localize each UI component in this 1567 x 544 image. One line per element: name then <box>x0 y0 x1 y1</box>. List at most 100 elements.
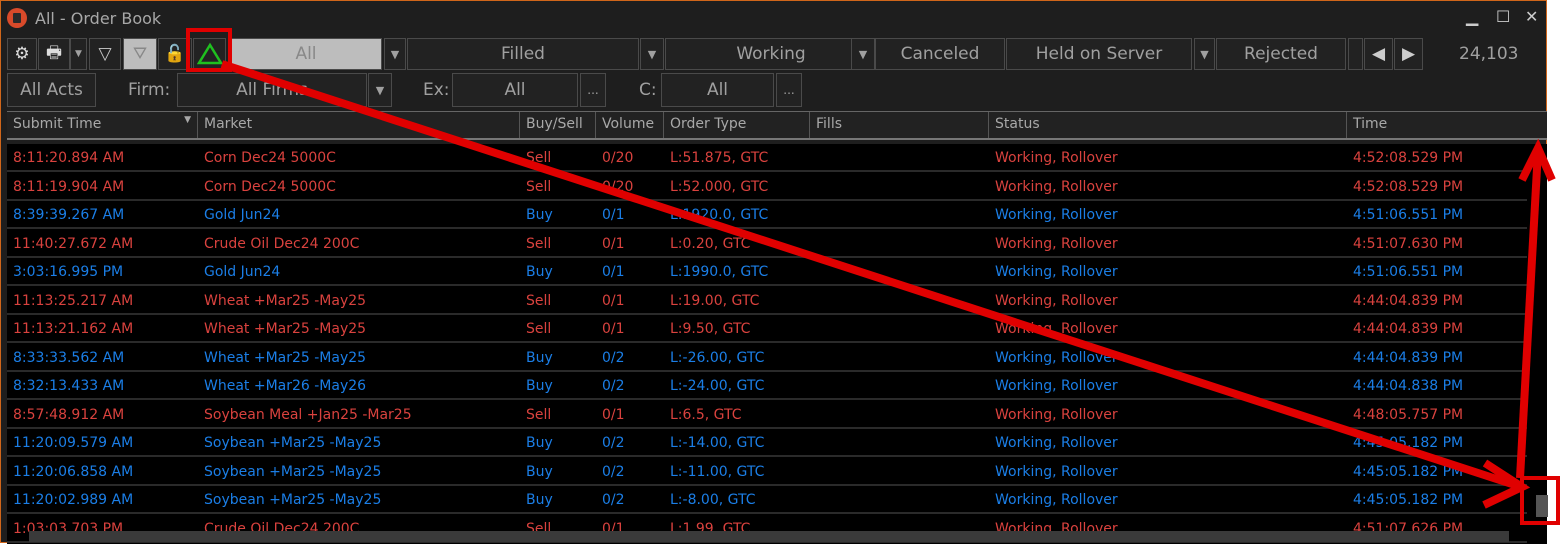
cell-submit-time: 11:13:25.217 AM <box>13 292 134 309</box>
cell-market: Wheat +Mar25 -May25 <box>204 349 367 366</box>
cell-buy-sell: Buy <box>526 264 553 280</box>
all-accounts-button[interactable]: All Acts <box>7 73 96 107</box>
tab-all[interactable]: All <box>230 38 382 70</box>
cell-buy-sell: Sell <box>526 406 552 423</box>
cell-time: 4:45:05.182 PM <box>1353 492 1464 508</box>
cell-order-type: L:9.50, GTC <box>670 321 751 337</box>
close-icon[interactable]: ✕ <box>1525 7 1539 26</box>
show-triangle-button[interactable] <box>193 38 226 70</box>
cell-buy-sell: Buy <box>526 378 553 394</box>
cell-volume: 0/2 <box>602 463 625 480</box>
table-row[interactable]: 8:32:13.433 AM Wheat +Mar26 -May26 Buy 0/2 L… <box>7 372 1527 400</box>
cell-time: 4:44:04.839 PM <box>1353 292 1464 309</box>
table-row[interactable]: 8:11:20.894 AM Corn Dec24 5000C Sell 0/20 L:… <box>7 144 1527 172</box>
exchange-field[interactable]: All <box>452 73 578 107</box>
column-time[interactable]: Time <box>1353 116 1388 132</box>
vertical-scrollbar-thumb[interactable] <box>1536 495 1548 517</box>
order-count: 24,103 <box>1459 44 1519 64</box>
table-row[interactable]: 11:13:21.162 AM Wheat +Mar25 -May25 Sell 0/… <box>7 315 1527 343</box>
column-fills[interactable]: Fills <box>810 112 989 138</box>
cell-status: Working, Rollover <box>995 178 1118 195</box>
cell-order-type: L:-24.00, GTC <box>670 378 765 394</box>
cell-submit-time: 11:20:02.989 AM <box>13 492 134 508</box>
scroll-tabs-right-button[interactable]: ▶ <box>1394 38 1423 70</box>
firm-select[interactable]: All Firms <box>177 73 367 107</box>
maximize-icon[interactable]: ☐ <box>1496 7 1511 26</box>
cell-status: Working, Rollover <box>995 378 1118 394</box>
print-dropdown[interactable]: ▼ <box>70 38 87 70</box>
column-status[interactable]: Status <box>989 112 1347 138</box>
filter-outline-button[interactable]: ▽ <box>89 38 121 70</box>
cell-buy-sell: Buy <box>526 463 553 480</box>
minimize-icon[interactable]: ▁ <box>1466 7 1479 26</box>
table-row[interactable]: 11:13:25.217 AM Wheat +Mar25 -May25 Sell 0/… <box>7 287 1527 315</box>
cell-volume: 0/1 <box>602 235 625 252</box>
tab-spacer <box>1348 38 1363 70</box>
tab-all-dropdown[interactable]: ▼ <box>384 38 406 70</box>
column-market[interactable]: Market <box>198 112 520 138</box>
tab-rejected[interactable]: Rejected <box>1216 38 1346 70</box>
cell-market: Wheat +Mar26 -May26 <box>204 378 367 394</box>
cell-volume: 0/20 <box>602 150 634 166</box>
tab-filled-dropdown[interactable]: ▼ <box>640 38 664 70</box>
cell-submit-time: 8:57:48.912 AM <box>13 406 125 423</box>
table-row[interactable]: 8:39:39.267 AM Gold Jun24 Buy 0/1 L:1920.0, … <box>7 201 1527 229</box>
table-row[interactable]: 11:20:02.989 AM Soybean +Mar25 -May25 Buy 0… <box>7 486 1527 514</box>
table-row[interactable]: 11:20:06.858 AM Soybean +Mar25 -May25 Buy 0… <box>7 458 1527 486</box>
tab-working[interactable]: Working <box>665 38 877 70</box>
table-row[interactable]: 8:33:33.562 AM Wheat +Mar25 -May25 Buy 0/2 L… <box>7 344 1527 372</box>
cell-time: 4:52:08.529 PM <box>1353 178 1464 195</box>
c-label: C: <box>639 80 657 100</box>
cell-time: 4:48:05.757 PM <box>1353 406 1464 423</box>
cell-status: Working, Rollover <box>995 435 1118 451</box>
tab-working-dropdown[interactable]: ▼ <box>851 38 875 70</box>
contract-field[interactable]: All <box>661 73 774 107</box>
cell-time: 4:45:05.182 PM <box>1353 435 1464 451</box>
cell-order-type: L:52.000, GTC <box>670 178 769 195</box>
firm-dropdown[interactable]: ▼ <box>368 73 392 107</box>
printer-icon: 🖶 <box>45 42 63 63</box>
cell-time: 4:51:06.551 PM <box>1353 264 1464 280</box>
cell-market: Soybean +Mar25 -May25 <box>204 492 382 508</box>
cell-time: 4:45:05.182 PM <box>1353 463 1464 480</box>
cell-market: Soybean +Mar25 -May25 <box>204 463 382 480</box>
column-order-type[interactable]: Order Type <box>664 112 810 138</box>
tab-filled[interactable]: Filled <box>407 38 639 70</box>
tab-held-dropdown[interactable]: ▼ <box>1194 38 1215 70</box>
settings-button[interactable]: ⚙ <box>7 38 37 70</box>
table-row[interactable]: 8:11:19.904 AM Corn Dec24 5000C Sell 0/20 L:… <box>7 173 1527 201</box>
cell-buy-sell: Buy <box>526 207 553 223</box>
filter-icon: ⛛ <box>132 44 148 64</box>
cell-volume: 0/1 <box>602 207 625 223</box>
column-volume[interactable]: Volume <box>596 112 664 138</box>
cell-submit-time: 8:11:19.904 AM <box>13 178 125 195</box>
gear-icon: ⚙ <box>14 44 30 64</box>
arrow-right-icon: ▶ <box>1401 44 1416 64</box>
cell-buy-sell: Sell <box>526 321 552 337</box>
exchange-more-button[interactable]: ... <box>580 73 606 107</box>
table-row[interactable]: 11:20:09.579 AM Soybean +Mar25 -May25 Buy 0… <box>7 429 1527 457</box>
cell-status: Working, Rollover <box>995 150 1118 166</box>
tab-canceled[interactable]: Canceled <box>875 38 1005 70</box>
column-buy-sell[interactable]: Buy/Sell <box>520 112 596 138</box>
table-row[interactable]: 3:03:16.995 PM Gold Jun24 Buy 0/1 L:1990.0, … <box>7 258 1527 286</box>
tab-held-on-server[interactable]: Held on Server <box>1006 38 1192 70</box>
contract-more-button[interactable]: ... <box>776 73 802 107</box>
table-row[interactable]: 11:40:27.672 AM Crude Oil Dec24 200C Sell 0… <box>7 230 1527 258</box>
cell-submit-time: 8:33:33.562 AM <box>13 349 125 366</box>
lock-button[interactable]: 🔓 <box>158 38 192 70</box>
cell-volume: 0/1 <box>602 292 625 309</box>
filter-button[interactable]: ⛛ <box>123 38 157 70</box>
cell-status: Working, Rollover <box>995 463 1118 480</box>
horizontal-scrollbar[interactable] <box>29 531 1509 542</box>
cell-volume: 0/1 <box>602 406 625 423</box>
cell-order-type: L:19.00, GTC <box>670 292 760 309</box>
column-submit-time[interactable]: Submit Time ▼ <box>7 112 198 138</box>
scroll-tabs-left-button[interactable]: ◀ <box>1364 38 1393 70</box>
table-row[interactable]: 8:57:48.912 AM Soybean Meal +Jan25 -Mar25… <box>7 401 1527 429</box>
window-title: All - Order Book <box>35 8 162 28</box>
cell-order-type: L:-14.00, GTC <box>670 435 765 451</box>
cell-volume: 0/2 <box>602 435 625 451</box>
print-button[interactable]: 🖶 <box>38 38 70 70</box>
